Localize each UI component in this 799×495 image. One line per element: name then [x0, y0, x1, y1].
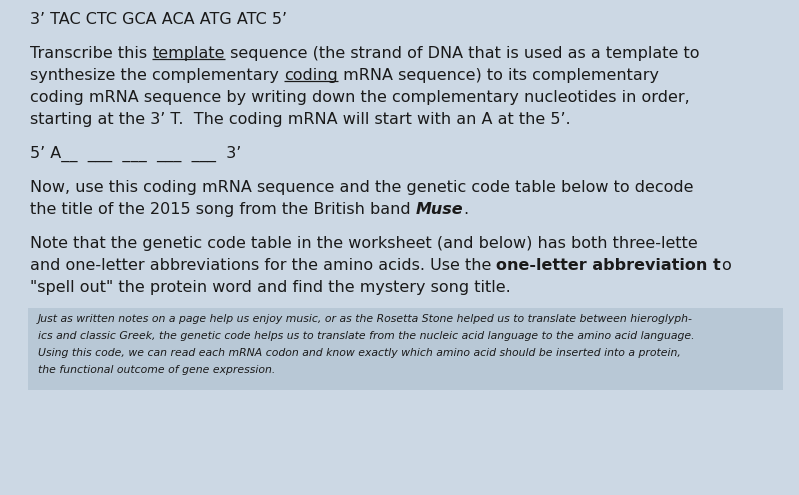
Text: coding mRNA sequence by writing down the complementary nucleotides in order,: coding mRNA sequence by writing down the…	[30, 90, 690, 105]
Text: .: .	[463, 202, 468, 217]
Text: Muse: Muse	[415, 202, 463, 217]
Text: Note that the genetic code table in the worksheet (and below) has both three-let: Note that the genetic code table in the …	[30, 236, 698, 251]
Text: o: o	[721, 258, 731, 273]
Text: Using this code, we can read each mRNA codon and know exactly which amino acid s: Using this code, we can read each mRNA c…	[38, 348, 681, 358]
Text: synthesize the complementary: synthesize the complementary	[30, 68, 284, 83]
Text: Transcribe this: Transcribe this	[30, 46, 153, 61]
Text: template: template	[153, 46, 225, 61]
Text: the functional outcome of gene expression.: the functional outcome of gene expressio…	[38, 365, 276, 375]
Text: sequence (the strand of DNA that is used as a template to: sequence (the strand of DNA that is used…	[225, 46, 699, 61]
Text: ics and classic Greek, the genetic code helps us to translate from the nucleic a: ics and classic Greek, the genetic code …	[38, 331, 694, 341]
Text: Now, use this coding mRNA sequence and the genetic code table below to decode: Now, use this coding mRNA sequence and t…	[30, 180, 694, 195]
Text: the title of the 2015 song from the British band: the title of the 2015 song from the Brit…	[30, 202, 415, 217]
Text: coding: coding	[284, 68, 338, 83]
Text: Just as written notes on a page help us enjoy music, or as the Rosetta Stone hel: Just as written notes on a page help us …	[38, 314, 693, 324]
Text: and one-letter abbreviations for the amino acids. Use the: and one-letter abbreviations for the ami…	[30, 258, 496, 273]
Text: 5’ A__  ___  ___  ___  ___  3’: 5’ A__ ___ ___ ___ ___ 3’	[30, 146, 241, 162]
Text: 3’ TAC CTC GCA ACA ATG ATC 5’: 3’ TAC CTC GCA ACA ATG ATC 5’	[30, 12, 287, 27]
Text: mRNA sequence) to its complementary: mRNA sequence) to its complementary	[338, 68, 658, 83]
Text: "spell out" the protein word and find the mystery song title.: "spell out" the protein word and find th…	[30, 280, 511, 295]
Text: starting at the 3’ T.  The coding mRNA will start with an A at the 5’.: starting at the 3’ T. The coding mRNA wi…	[30, 112, 570, 127]
FancyBboxPatch shape	[28, 308, 783, 390]
Text: one-letter abbreviation t: one-letter abbreviation t	[496, 258, 721, 273]
